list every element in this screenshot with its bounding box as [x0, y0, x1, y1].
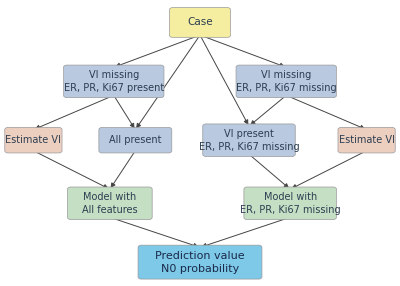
- Text: Model with
ER, PR, Ki67 missing: Model with ER, PR, Ki67 missing: [240, 192, 340, 215]
- FancyBboxPatch shape: [99, 128, 172, 153]
- FancyBboxPatch shape: [203, 124, 295, 156]
- FancyBboxPatch shape: [5, 128, 62, 153]
- Text: VI missing
ER, PR, Ki67 present: VI missing ER, PR, Ki67 present: [64, 70, 164, 93]
- FancyBboxPatch shape: [338, 128, 395, 153]
- Text: All present: All present: [109, 135, 162, 145]
- Text: VI present
ER, PR, Ki67 missing: VI present ER, PR, Ki67 missing: [199, 129, 299, 152]
- Text: Case: Case: [187, 17, 213, 27]
- Text: Estimate VI: Estimate VI: [339, 135, 394, 145]
- FancyBboxPatch shape: [244, 187, 336, 220]
- FancyBboxPatch shape: [68, 187, 152, 220]
- FancyBboxPatch shape: [64, 65, 164, 98]
- Text: Model with
All features: Model with All features: [82, 192, 138, 215]
- FancyBboxPatch shape: [236, 65, 336, 98]
- Text: Prediction value
N0 probability: Prediction value N0 probability: [155, 251, 245, 274]
- FancyBboxPatch shape: [138, 245, 262, 279]
- FancyBboxPatch shape: [170, 8, 230, 37]
- Text: VI missing
ER, PR, Ki67 missing: VI missing ER, PR, Ki67 missing: [236, 70, 336, 93]
- Text: Estimate VI: Estimate VI: [6, 135, 61, 145]
